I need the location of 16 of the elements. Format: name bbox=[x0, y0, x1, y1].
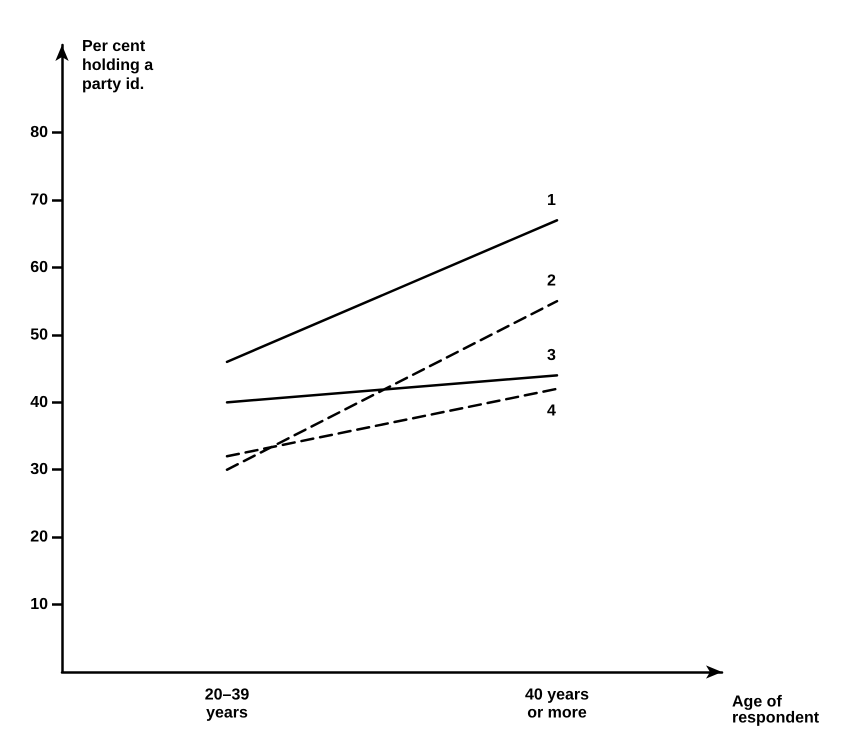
y-tick-label: 70 bbox=[30, 192, 48, 209]
y-tick-label: 10 bbox=[30, 596, 48, 614]
x-tick-label: 40 years or more bbox=[524, 686, 590, 722]
y-tick-label: 30 bbox=[30, 461, 48, 478]
series-label: 2 bbox=[547, 272, 556, 290]
series-label: 4 bbox=[547, 402, 556, 420]
y-tick-label: 50 bbox=[30, 326, 48, 344]
series-label: 1 bbox=[547, 192, 556, 209]
y-tick-label: 40 bbox=[30, 394, 48, 411]
x-tick-label: 20–39 years bbox=[204, 686, 250, 722]
y-axis-title: Per cent holding a party id. bbox=[82, 38, 154, 93]
y-tick-label: 20 bbox=[30, 528, 48, 546]
x-axis-title: Age of respondent bbox=[732, 694, 820, 726]
y-tick-label: 60 bbox=[30, 258, 48, 276]
series-label: 3 bbox=[547, 346, 556, 364]
y-tick-label: 80 bbox=[30, 124, 48, 142]
